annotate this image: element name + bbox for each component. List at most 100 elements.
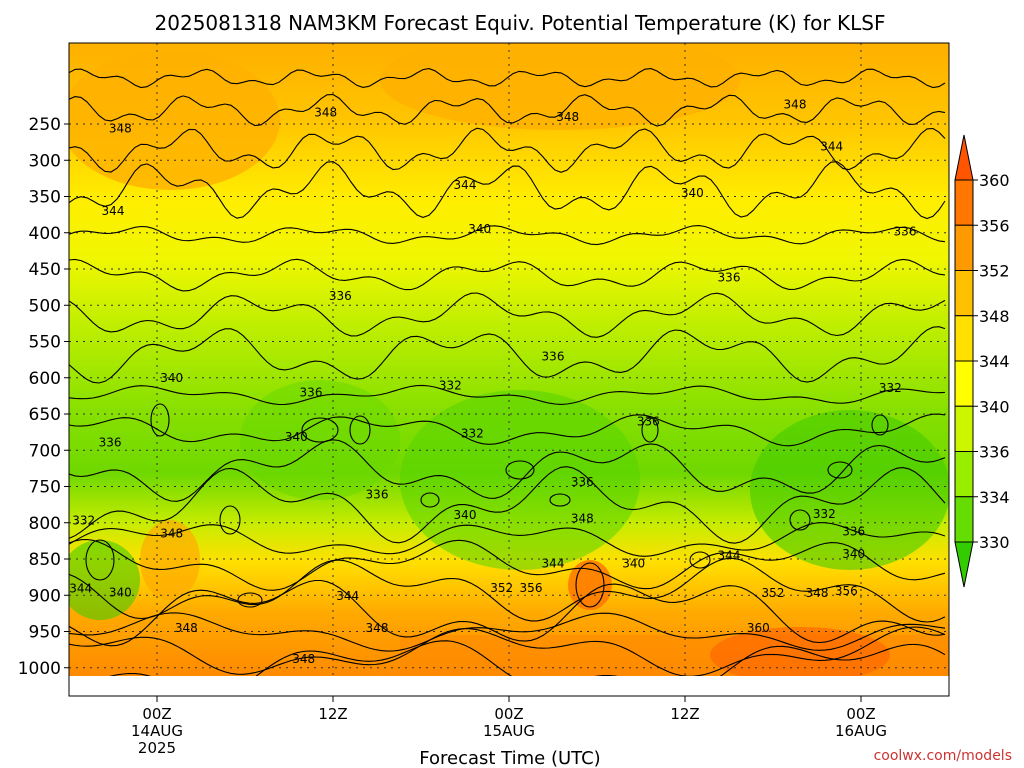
contour-label: 360 bbox=[747, 621, 770, 635]
contour-loop bbox=[641, 417, 659, 443]
colorbar-label: 340 bbox=[979, 397, 1010, 416]
colorbar: 360 356 352 348 344 340 336 334 330 bbox=[954, 134, 1010, 588]
contour-label: 344 bbox=[718, 548, 741, 562]
moist-minimum-region bbox=[240, 380, 400, 500]
contour-label: 352 bbox=[490, 581, 513, 595]
y-tick-label: 650 bbox=[29, 405, 61, 425]
colorbar-label: 352 bbox=[979, 262, 1010, 281]
upper-warm-blob bbox=[69, 50, 280, 190]
y-tick-label: 850 bbox=[29, 550, 61, 570]
contour-line bbox=[69, 612, 946, 652]
y-tick-label: 400 bbox=[29, 224, 61, 244]
contour-loop bbox=[827, 461, 853, 479]
contour-line bbox=[69, 626, 946, 676]
contour-label: 344 bbox=[542, 556, 565, 570]
contour-loop bbox=[420, 492, 440, 508]
contour-label: 336 bbox=[366, 487, 389, 501]
y-tick-label: 300 bbox=[29, 151, 61, 171]
contour-label: 336 bbox=[542, 350, 565, 364]
contour-label: 348 bbox=[366, 621, 389, 635]
x-tick-label: 00Z bbox=[142, 705, 171, 723]
contour-line bbox=[69, 68, 946, 89]
x-tick-label: 12Z bbox=[670, 705, 699, 723]
contour-label: 336 bbox=[329, 289, 352, 303]
contour-label: 336 bbox=[894, 224, 917, 238]
contour-lines bbox=[69, 68, 946, 676]
x-tick-label: 2025 bbox=[138, 739, 176, 757]
y-tick-label: 800 bbox=[29, 514, 61, 534]
y-axis: 250 300 350 400 450 500 550 600 650 700 750 800 850 9… bbox=[18, 115, 69, 679]
low-level-warm-region bbox=[140, 520, 200, 600]
contour-label: 344 bbox=[454, 178, 477, 192]
y-tick-label: 250 bbox=[29, 115, 61, 135]
contour-label: 356 bbox=[835, 584, 858, 598]
contour-label: 340 bbox=[454, 508, 477, 522]
contour-label: 344 bbox=[336, 589, 359, 603]
y-tick-label: 500 bbox=[29, 296, 61, 316]
colorbar-label: 336 bbox=[979, 443, 1010, 462]
contour-line bbox=[69, 384, 946, 406]
contour-loop bbox=[85, 539, 115, 581]
contour-label: 336 bbox=[718, 271, 741, 285]
colorbar-segment bbox=[954, 179, 974, 226]
contour-line bbox=[69, 413, 946, 447]
colorbar-label: 348 bbox=[979, 307, 1010, 326]
moist-minimum-region bbox=[400, 390, 640, 570]
x-tick-label: 14AUG bbox=[131, 722, 183, 740]
contour-line bbox=[69, 522, 946, 557]
chart-title: 2025081318 NAM3KM Forecast Equiv. Potent… bbox=[155, 11, 886, 35]
contour-label: 348 bbox=[292, 652, 315, 666]
contour-label: 348 bbox=[571, 511, 594, 525]
contour-line bbox=[69, 93, 946, 127]
contour-line bbox=[69, 258, 946, 292]
contour-label: 348 bbox=[806, 586, 829, 600]
colorbar-segment bbox=[954, 360, 974, 407]
contour-label: 348 bbox=[784, 97, 807, 111]
credit-text: coolwx.com/models bbox=[874, 748, 1012, 764]
y-tick-label: 950 bbox=[29, 623, 61, 643]
moist-minimum-region bbox=[69, 540, 140, 620]
contour-label: 356 bbox=[520, 581, 543, 595]
contour-label: 344 bbox=[102, 204, 125, 218]
colorbar-min-arrow bbox=[954, 541, 974, 588]
contour-label: 340 bbox=[160, 371, 183, 385]
contour-line bbox=[69, 225, 946, 246]
colorbar-segment bbox=[954, 405, 974, 452]
contour-label: 332 bbox=[813, 507, 836, 521]
contour-loop bbox=[575, 562, 605, 608]
contour-line bbox=[69, 161, 946, 220]
contour-label: 348 bbox=[314, 105, 337, 119]
contour-label: 336 bbox=[842, 524, 865, 538]
contour-line bbox=[69, 557, 946, 623]
x-tick-label: 00Z bbox=[846, 705, 875, 723]
y-tick-label: 1000 bbox=[18, 659, 61, 679]
contour-label: 348 bbox=[109, 121, 132, 135]
y-tick-label: 600 bbox=[29, 369, 61, 389]
contour-label: 340 bbox=[285, 430, 308, 444]
below-ground-mask bbox=[69, 676, 949, 696]
contour-label: 340 bbox=[622, 556, 645, 570]
x-tick-label: 16AUG bbox=[835, 722, 887, 740]
plot-area: 348 348 348 348 344 344 344 340 340 336 336 336 336 3… bbox=[69, 43, 949, 696]
colorbar-segment bbox=[954, 315, 974, 362]
contour-loop bbox=[789, 509, 811, 531]
contour-loop bbox=[150, 403, 170, 437]
contour-line bbox=[69, 292, 946, 338]
contour-line bbox=[69, 439, 946, 502]
contour-label: 336 bbox=[99, 435, 122, 449]
upper-warm-blob bbox=[380, 43, 740, 130]
contour-line bbox=[69, 466, 946, 544]
contour-label: 340 bbox=[842, 547, 865, 561]
colorbar-label: 334 bbox=[979, 488, 1010, 507]
contour-line bbox=[69, 326, 946, 384]
colorbar-segment bbox=[954, 451, 974, 498]
colorbar-label: 360 bbox=[979, 171, 1010, 190]
contour-label: 336 bbox=[300, 385, 323, 399]
contour-label: 340 bbox=[109, 585, 132, 599]
contour-label: 352 bbox=[762, 586, 785, 600]
x-axis-label: Forecast Time (UTC) bbox=[419, 748, 600, 768]
contour-loop bbox=[689, 551, 711, 569]
colorbar-max-arrow bbox=[954, 134, 974, 181]
contour-label: 332 bbox=[461, 427, 484, 441]
